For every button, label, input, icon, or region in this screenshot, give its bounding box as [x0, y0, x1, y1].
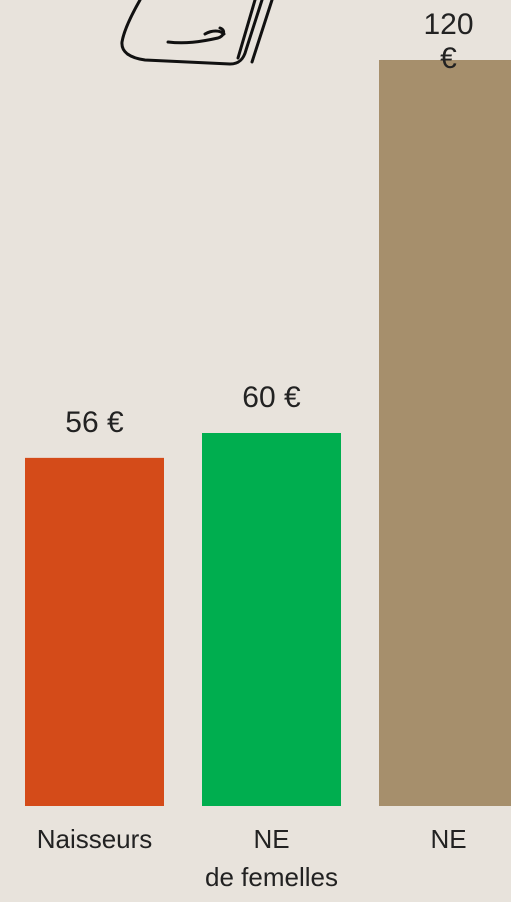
x-tick-label: Naisseurs — [36, 824, 153, 854]
bar — [379, 60, 511, 806]
sketch-icon — [120, 0, 274, 66]
x-tick-label: NE de femelles — [205, 824, 338, 892]
value-label: 120 € — [423, 8, 474, 75]
bar — [25, 457, 164, 806]
bar — [202, 433, 341, 806]
value-label: 56 € — [65, 405, 124, 439]
x-tick-label: NE — [430, 824, 467, 854]
value-label: 60 € — [242, 381, 301, 414]
